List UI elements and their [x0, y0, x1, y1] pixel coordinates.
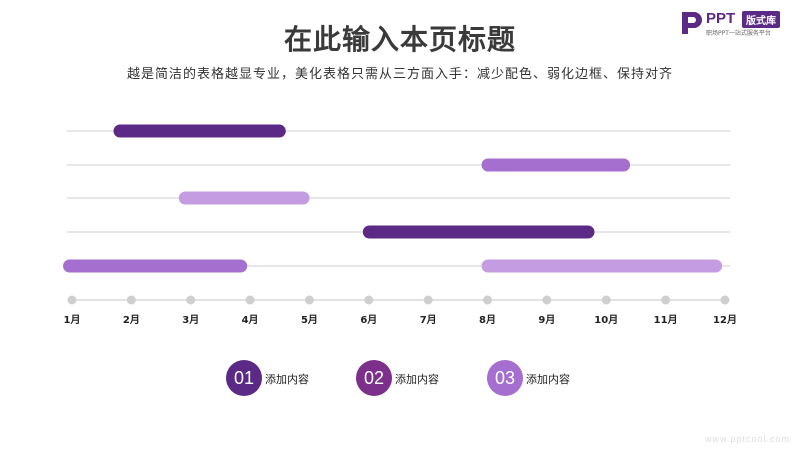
axis-dot	[364, 295, 374, 305]
ppt-logo-icon	[682, 12, 702, 34]
legend-label: 添加内容	[265, 373, 309, 386]
gantt-bar	[481, 259, 723, 273]
x-tick-label: 6月	[360, 314, 377, 326]
gantt-bar	[63, 259, 248, 273]
x-tick-label: 7月	[420, 314, 437, 326]
axis-dot	[245, 295, 255, 305]
legend-number: 01	[226, 360, 262, 396]
x-tick-label: 10月	[594, 314, 618, 326]
x-tick-label: 1月	[64, 314, 81, 326]
x-tick-label: 2月	[123, 314, 140, 326]
logo-badge: 版式库	[742, 11, 780, 28]
axis-dot	[423, 295, 433, 305]
axis-dot	[483, 295, 493, 305]
axis-dot	[542, 295, 552, 305]
x-tick-label: 9月	[538, 314, 555, 326]
gantt-bar	[113, 124, 286, 138]
x-tick-label: 5月	[301, 314, 318, 326]
x-tick-label: 4月	[242, 314, 259, 326]
axis-dot	[67, 295, 77, 305]
x-tick-label: 8月	[479, 314, 496, 326]
legend-number: 03	[487, 360, 523, 396]
x-tick-label: 3月	[182, 314, 199, 326]
axis-dot	[304, 295, 314, 305]
gantt-bar	[481, 158, 631, 172]
axis-dot	[720, 295, 730, 305]
logo-text: PPT	[706, 10, 736, 27]
x-tick-label: 12月	[713, 314, 737, 326]
gantt-bar	[362, 225, 595, 239]
page-subtitle: 越是简洁的表格越显专业，美化表格只需从三方面入手：减少配色、弱化边框、保持对齐	[126, 67, 673, 82]
x-tick-label: 11月	[654, 314, 678, 326]
page-title: 在此输入本页标题	[283, 23, 516, 56]
axis-dot	[661, 295, 671, 305]
axis-dot	[601, 295, 611, 305]
legend-label: 添加内容	[526, 373, 570, 386]
axis-dot	[186, 295, 196, 305]
brand-logo: PPT 版式库 职场PPT一站式服务平台	[680, 8, 795, 38]
legend-number: 02	[356, 360, 392, 396]
axis-dot	[126, 295, 136, 305]
gantt-bar	[178, 191, 310, 205]
logo-tagline: 职场PPT一站式服务平台	[706, 30, 771, 37]
legend-label: 添加内容	[395, 373, 439, 386]
watermark: www.pptcool.com	[704, 434, 790, 444]
